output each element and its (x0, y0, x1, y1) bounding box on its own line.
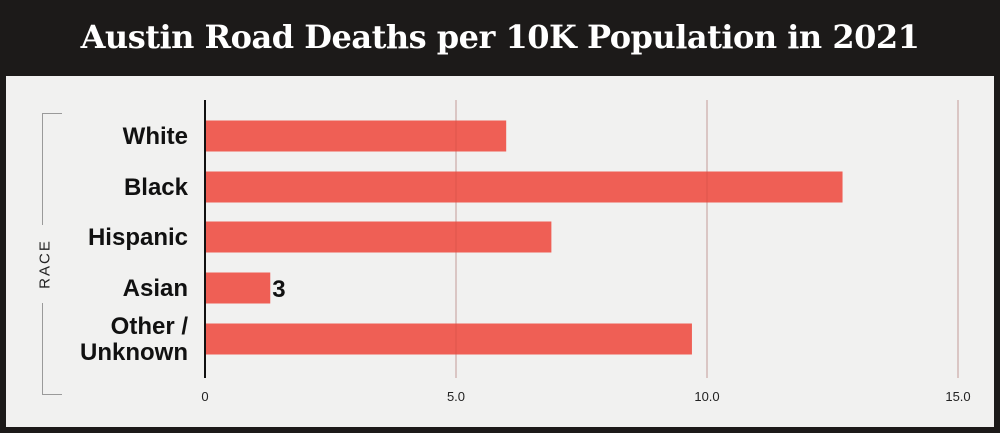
x-tick-label: 15.0 (945, 389, 970, 404)
data-label: 3 (272, 276, 285, 303)
bar (205, 171, 843, 203)
bar (205, 120, 507, 152)
y-axis-bracket-top (42, 113, 62, 225)
category-label: Unknown (80, 339, 188, 366)
x-tick-label: 5.0 (447, 389, 465, 404)
chart-title: Austin Road Deaths per 10K Population in… (80, 18, 920, 56)
category-label: Other / (111, 313, 189, 340)
x-tick-label: 0 (201, 389, 208, 404)
bar (205, 323, 692, 355)
y-axis-bracket-bottom (42, 303, 62, 395)
category-label: Asian (123, 275, 188, 302)
category-label: Black (124, 174, 189, 201)
category-label: Hispanic (88, 224, 188, 251)
x-tick-label: 10.0 (694, 389, 719, 404)
category-label: White (123, 123, 188, 150)
bar (205, 221, 552, 253)
bar (205, 272, 271, 304)
